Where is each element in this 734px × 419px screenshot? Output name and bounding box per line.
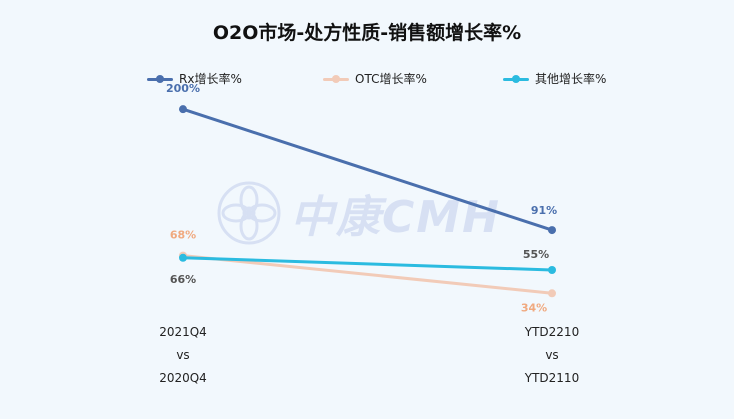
series-line-2 <box>181 256 554 272</box>
data-label-2-0: 66% <box>170 273 196 286</box>
data-label-0-1: 91% <box>531 204 557 217</box>
x-tick-label-1-line-0: YTD2210 <box>524 325 580 339</box>
data-point-1-1[interactable] <box>548 289 556 298</box>
data-point-0-1[interactable] <box>548 226 556 235</box>
x-tick-label-0-line-2: 2020Q4 <box>159 371 207 385</box>
legend: Rx增长率% OTC增长率% 其他增长率% <box>0 70 734 90</box>
x-tick-label-0-line-0: 2021Q4 <box>159 325 207 339</box>
x-tick-label-1-line-1: vs <box>545 348 559 362</box>
legend-label-other: 其他增长率% <box>535 72 607 86</box>
x-tick-label-0-line-1: vs <box>176 348 190 362</box>
data-label-0-0: 200% <box>166 82 200 95</box>
data-label-1-0: 68% <box>170 229 196 242</box>
legend-label-otc: OTC增长率% <box>355 72 427 86</box>
series-line-0 <box>181 107 554 232</box>
series-line-1 <box>181 254 554 295</box>
x-tick-label-1-line-2: YTD2110 <box>524 371 580 385</box>
x-tick-label-0: 2021Q4 vs 2020Q4 <box>123 321 243 390</box>
legend-item-rx[interactable]: Rx增长率% <box>147 70 242 87</box>
data-point-2-1[interactable] <box>548 266 556 274</box>
legend-swatch-other <box>503 74 529 84</box>
chart-title: O2O市场-处方性质-销售额增长率% <box>212 22 522 44</box>
legend-item-other[interactable]: 其他增长率% <box>503 70 606 87</box>
data-point-0-0[interactable] <box>179 105 187 114</box>
legend-swatch-otc <box>323 74 349 84</box>
data-label-2-1: 55% <box>523 248 549 261</box>
legend-swatch-rx <box>147 74 173 84</box>
legend-item-otc[interactable]: OTC增长率% <box>323 70 427 87</box>
data-label-1-1: 34% <box>521 301 547 314</box>
data-point-2-0[interactable] <box>179 253 187 262</box>
x-tick-label-1: YTD2210 vs YTD2110 <box>492 321 612 390</box>
legend-label-rx: Rx增长率% <box>179 72 242 86</box>
